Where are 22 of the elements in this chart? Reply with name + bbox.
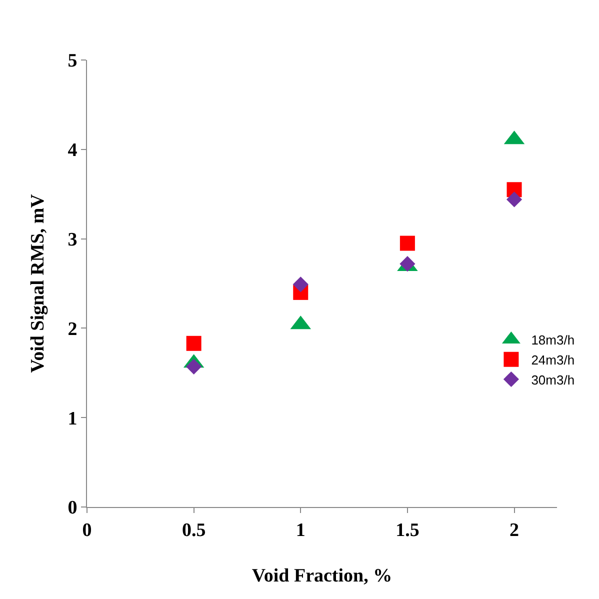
y-tick-label: 3	[68, 229, 78, 250]
y-tick-label: 0	[68, 498, 78, 519]
point	[292, 276, 308, 292]
x-tick-label: 1	[296, 520, 306, 541]
legend-label: 24m3/h	[531, 352, 575, 368]
legend-label: 18m3/h	[531, 332, 575, 348]
point	[400, 236, 415, 251]
y-tick-label: 4	[68, 140, 78, 162]
point	[400, 256, 416, 272]
point	[506, 192, 522, 208]
point	[186, 358, 202, 374]
x-tick-label: 0	[82, 520, 92, 541]
y-tick-label: 1	[68, 408, 78, 430]
y-axis-title: Void Signal RMS, mV	[28, 194, 49, 373]
x-tick-label: 2	[510, 520, 520, 541]
x-tick-label: 0.5	[182, 520, 206, 541]
x-tick-label: 1.5	[396, 520, 420, 541]
y-tick-label: 2	[68, 318, 78, 340]
legend-label: 30m3/h	[531, 372, 575, 388]
point	[186, 336, 202, 351]
y-tick-label: 5	[68, 50, 78, 72]
x-axis-title: Void Fraction, %	[252, 566, 392, 587]
